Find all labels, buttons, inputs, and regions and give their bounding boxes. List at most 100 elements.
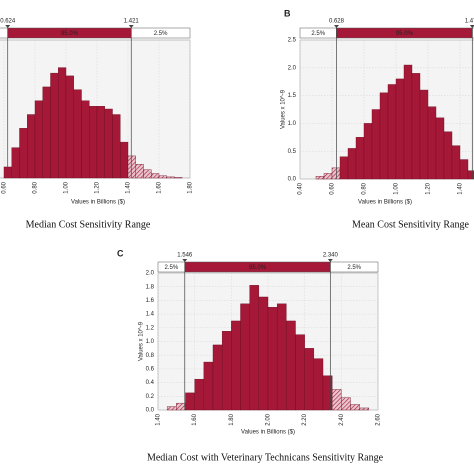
band-label: 2.5% bbox=[347, 265, 361, 271]
bar bbox=[427, 106, 437, 180]
bar bbox=[96, 106, 105, 179]
bar bbox=[304, 348, 315, 411]
marker-label: 1.421 bbox=[124, 19, 140, 25]
bar bbox=[42, 86, 51, 179]
bar bbox=[267, 307, 278, 411]
bar bbox=[315, 176, 325, 180]
band-label: 2.5% bbox=[154, 31, 168, 37]
bar bbox=[58, 67, 67, 179]
y-tick-label: 1.6 bbox=[146, 298, 155, 304]
band-label: 95.0% bbox=[61, 31, 79, 37]
bar bbox=[339, 156, 349, 180]
bar bbox=[143, 169, 152, 179]
caption: Median Cost Sensitivity Range bbox=[26, 219, 151, 230]
y-tick-label: 2.5 bbox=[288, 38, 297, 44]
bar bbox=[443, 131, 453, 180]
bar bbox=[371, 109, 381, 180]
bar bbox=[347, 148, 357, 180]
caption: Median Cost with Veterinary Technicans S… bbox=[147, 452, 384, 463]
x-tick-label: 2.60 bbox=[376, 413, 382, 425]
bar bbox=[194, 378, 205, 411]
marker-label: 1.477 bbox=[465, 19, 474, 25]
x-tick-label: 1.60 bbox=[192, 413, 198, 425]
bar bbox=[403, 64, 413, 180]
x-tick-label: 1.00 bbox=[394, 182, 400, 194]
marker-arrow bbox=[128, 25, 134, 28]
bar bbox=[120, 141, 129, 179]
bar bbox=[50, 72, 59, 179]
y-tick-label: 2.0 bbox=[288, 65, 297, 71]
band-label: 95.0% bbox=[396, 31, 414, 37]
x-tick-label: 0.60 bbox=[2, 181, 8, 193]
y-tick-label: 0.0 bbox=[288, 177, 297, 183]
bar bbox=[411, 73, 421, 180]
x-axis-label: Values in Billions ($) bbox=[241, 430, 295, 436]
bar bbox=[286, 320, 296, 411]
bar bbox=[73, 89, 82, 179]
bar bbox=[112, 114, 121, 179]
band-label: 2.5% bbox=[165, 265, 179, 271]
bar bbox=[135, 163, 144, 179]
bar bbox=[158, 175, 167, 179]
x-axis-label: Values in Billions ($) bbox=[71, 200, 125, 206]
y-tick-label: 0.6 bbox=[146, 366, 155, 372]
bar bbox=[459, 159, 469, 180]
bar bbox=[331, 167, 341, 180]
bar bbox=[363, 123, 373, 180]
y-tick-label: 1.5 bbox=[288, 93, 297, 99]
x-tick-label: 0.60 bbox=[330, 182, 336, 194]
bar bbox=[151, 173, 160, 179]
y-tick-label: 0.5 bbox=[288, 149, 297, 155]
bar bbox=[331, 389, 342, 411]
y-tick-label: 0.0 bbox=[146, 408, 155, 414]
y-tick-label: 0.8 bbox=[146, 353, 155, 359]
bar bbox=[341, 397, 351, 411]
bar bbox=[419, 89, 429, 180]
y-axis-label: Values x 10^-9 bbox=[281, 89, 287, 129]
marker-arrow bbox=[5, 25, 11, 28]
bar bbox=[27, 114, 36, 179]
bar bbox=[65, 75, 74, 179]
bar bbox=[203, 361, 214, 411]
x-tick-label: 2.20 bbox=[302, 413, 308, 425]
bar bbox=[185, 392, 195, 411]
marker-arrow bbox=[333, 25, 339, 28]
x-tick-label: 1.00 bbox=[64, 181, 70, 193]
bar bbox=[258, 296, 269, 411]
bar bbox=[435, 117, 445, 180]
marker-arrow bbox=[469, 25, 474, 28]
x-axis-label: Values in Billions ($) bbox=[358, 200, 412, 206]
bar bbox=[19, 128, 28, 179]
y-tick-label: 1.8 bbox=[146, 284, 155, 290]
panel-label: B bbox=[284, 8, 291, 18]
marker-arrow bbox=[327, 259, 333, 262]
bar bbox=[231, 320, 241, 411]
marker-arrow bbox=[182, 259, 188, 262]
bar bbox=[322, 375, 333, 411]
bar bbox=[323, 173, 333, 180]
panel-label: C bbox=[117, 248, 124, 258]
bar bbox=[379, 92, 389, 180]
x-tick-label: 1.20 bbox=[95, 181, 101, 193]
x-tick-label: 1.40 bbox=[458, 182, 464, 194]
bar bbox=[295, 334, 305, 411]
marker-label: 0.624 bbox=[0, 19, 16, 25]
x-tick-label: 1.80 bbox=[188, 181, 194, 193]
interval-band bbox=[0, 27, 8, 39]
bar bbox=[359, 407, 370, 411]
bar bbox=[387, 84, 397, 180]
x-tick-label: 0.80 bbox=[362, 182, 368, 194]
marker-label: 2.340 bbox=[323, 253, 339, 259]
marker-label: 1.546 bbox=[177, 253, 193, 259]
x-tick-label: 0.40 bbox=[298, 182, 304, 194]
y-tick-label: 1.0 bbox=[288, 121, 297, 127]
bar bbox=[166, 176, 175, 179]
bar bbox=[249, 285, 260, 411]
caption: Mean Cost Sensitivity Range bbox=[352, 219, 470, 230]
bar bbox=[81, 100, 90, 179]
x-tick-label: 1.20 bbox=[426, 182, 432, 194]
y-tick-label: 0.2 bbox=[146, 394, 155, 400]
y-axis-label: Values x 10^-9 bbox=[139, 321, 145, 361]
bar bbox=[276, 303, 287, 411]
